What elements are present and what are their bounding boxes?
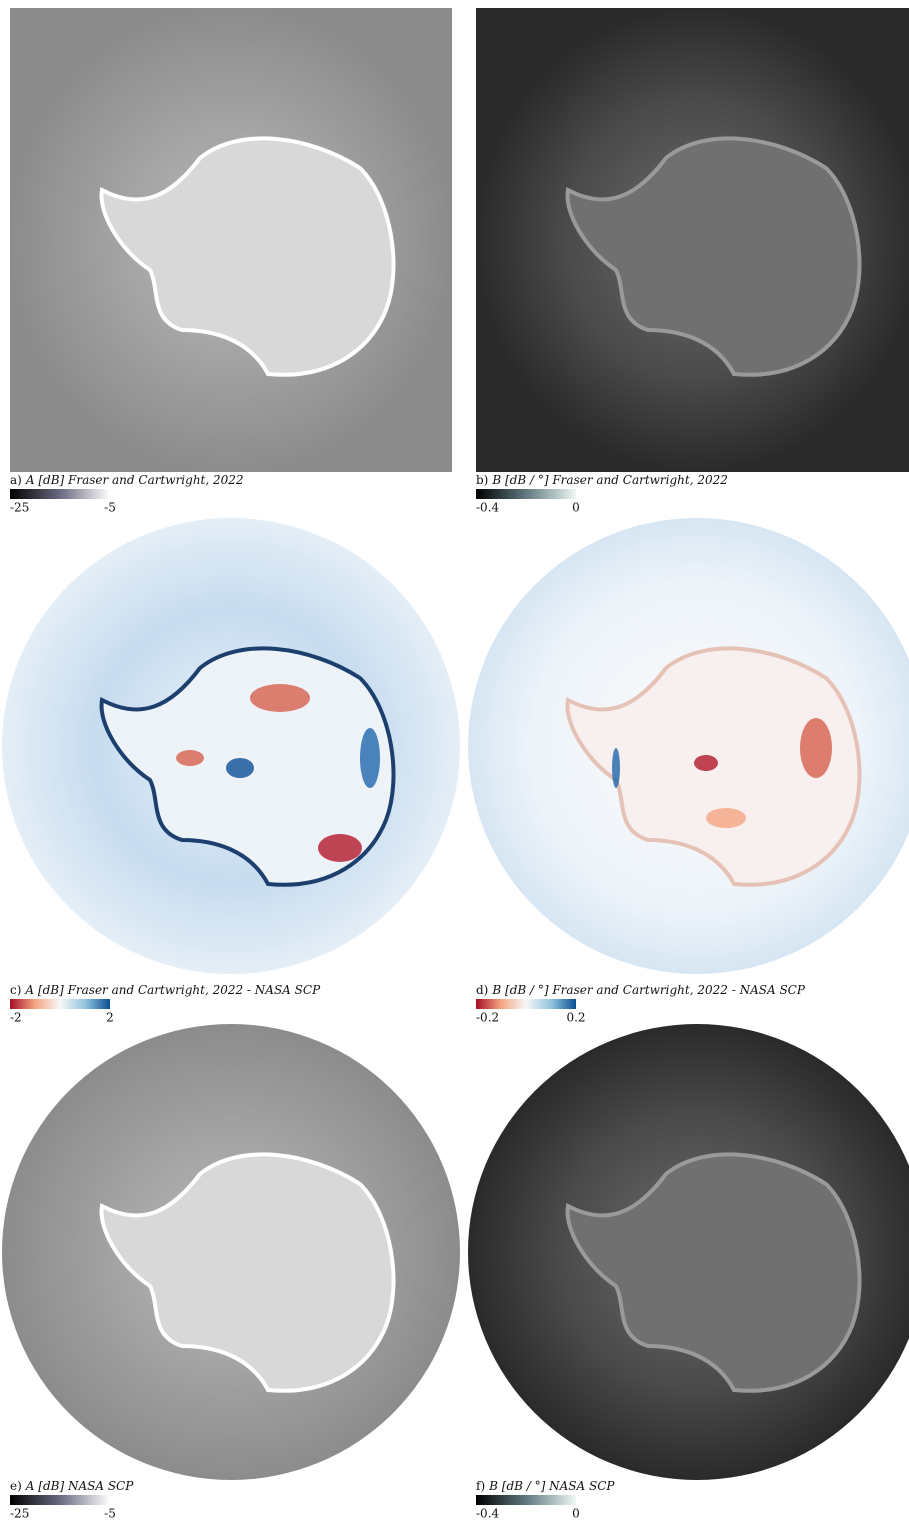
colorbar: [476, 489, 576, 499]
caption-text: B [dB / °] Fraser and Cartwright, 2022 -…: [491, 983, 805, 997]
panel: [476, 8, 909, 472]
panel-label: a): [10, 473, 22, 487]
anomaly: [800, 718, 832, 778]
colorbar: [476, 1495, 576, 1505]
panel-caption: d)B [dB / °] Fraser and Cartwright, 2022…: [476, 983, 806, 997]
colorbar-min: -25: [10, 1507, 29, 1521]
panel-label: c): [10, 983, 21, 997]
panel-caption: f)B [dB / °] NASA SCP: [476, 1479, 615, 1493]
colorbar: [10, 489, 110, 499]
anomaly: [694, 755, 718, 771]
colorbar-max: 0: [572, 501, 580, 515]
anomaly: [706, 808, 746, 828]
caption-text: A [dB] Fraser and Cartwright, 2022 - NAS…: [24, 983, 321, 997]
colorbar-min: -25: [10, 501, 29, 515]
panel: [2, 518, 460, 974]
anomaly: [226, 758, 254, 778]
panel-caption: a)A [dB] Fraser and Cartwright, 2022: [10, 473, 244, 487]
anomaly: [360, 728, 380, 788]
caption-text: A [dB] NASA SCP: [25, 1479, 134, 1493]
anomaly: [176, 750, 204, 766]
colorbar-min: -2: [10, 1011, 22, 1025]
panel: [468, 518, 909, 974]
panel-caption: e)A [dB] NASA SCP: [10, 1479, 134, 1493]
anomaly: [318, 834, 362, 862]
figure: a)A [dB] Fraser and Cartwright, 2022 -25 -…: [0, 0, 909, 1525]
colorbar-min: -0.4: [476, 1507, 500, 1521]
caption-text: B [dB / °] NASA SCP: [488, 1479, 615, 1493]
panel-caption: b)B [dB / °] Fraser and Cartwright, 2022: [476, 473, 728, 487]
panel-label: e): [10, 1479, 22, 1493]
panel: [10, 8, 452, 472]
panel-caption: c)A [dB] Fraser and Cartwright, 2022 - N…: [10, 983, 321, 997]
panel: [2, 1024, 460, 1480]
panel-label: d): [476, 983, 488, 997]
colorbar: [10, 999, 110, 1009]
caption-text: B [dB / °] Fraser and Cartwright, 2022: [491, 473, 728, 487]
colorbar: [476, 999, 576, 1009]
colorbar-min: -0.2: [476, 1011, 499, 1025]
caption-text: A [dB] Fraser and Cartwright, 2022: [25, 473, 244, 487]
anomaly: [612, 748, 620, 788]
panel-label: b): [476, 473, 488, 487]
colorbar: [10, 1495, 110, 1505]
colorbar-max: -5: [104, 1507, 116, 1521]
colorbar-min: -0.4: [476, 501, 500, 515]
panel: [468, 1024, 909, 1480]
colorbar-max: -5: [104, 501, 116, 515]
panel-label: f): [476, 1479, 485, 1493]
colorbar-max: 0: [572, 1507, 580, 1521]
colorbar-max: 0.2: [566, 1011, 585, 1025]
anomaly: [250, 684, 310, 712]
colorbar-max: 2: [106, 1011, 114, 1025]
